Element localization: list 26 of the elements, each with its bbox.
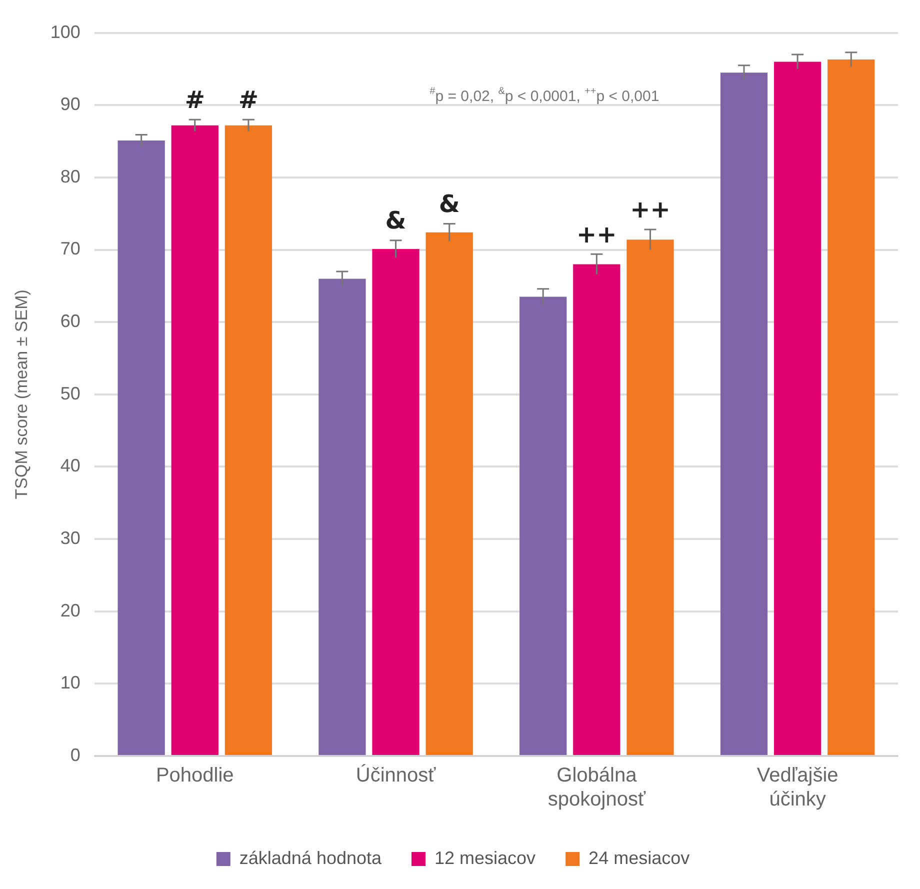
- data-label: &: [438, 190, 460, 218]
- x-tick-label: Pohodlie: [156, 764, 234, 787]
- data-label: ++: [576, 220, 617, 248]
- legend-label: 24 mesiacov: [588, 848, 690, 868]
- y-tick-label: 40: [60, 456, 80, 476]
- y-tick-label: 90: [60, 94, 80, 114]
- y-tick-label: 50: [60, 383, 80, 404]
- y-tick-label: 30: [60, 528, 80, 548]
- y-axis-title: TSQM score (mean ± SEM): [12, 290, 31, 500]
- legend-label: 12 mesiacov: [434, 848, 536, 868]
- y-tick-label: 100: [50, 22, 80, 42]
- y-tick-label: 80: [60, 166, 80, 186]
- annotation: #p = 0,02, &p < 0,0001, ++p < 0,001: [430, 86, 660, 105]
- x-tick-label: Vedľajšie účinky: [756, 764, 838, 811]
- data-label: #: [184, 86, 205, 114]
- x-tick-label: Účinnosť: [356, 764, 436, 787]
- x-tick-label: Globálna spokojnosť: [548, 764, 646, 811]
- y-tick-label: 60: [60, 311, 80, 332]
- y-tick-label: 0: [70, 744, 80, 765]
- data-label: &: [385, 206, 406, 235]
- y-tick-label: 10: [60, 672, 80, 693]
- y-tick-label: 70: [60, 238, 80, 259]
- data-label: ++: [630, 196, 670, 224]
- y-tick-label: 20: [60, 600, 80, 620]
- legend-label: základná hodnota: [239, 848, 382, 868]
- data-label: #: [238, 86, 259, 114]
